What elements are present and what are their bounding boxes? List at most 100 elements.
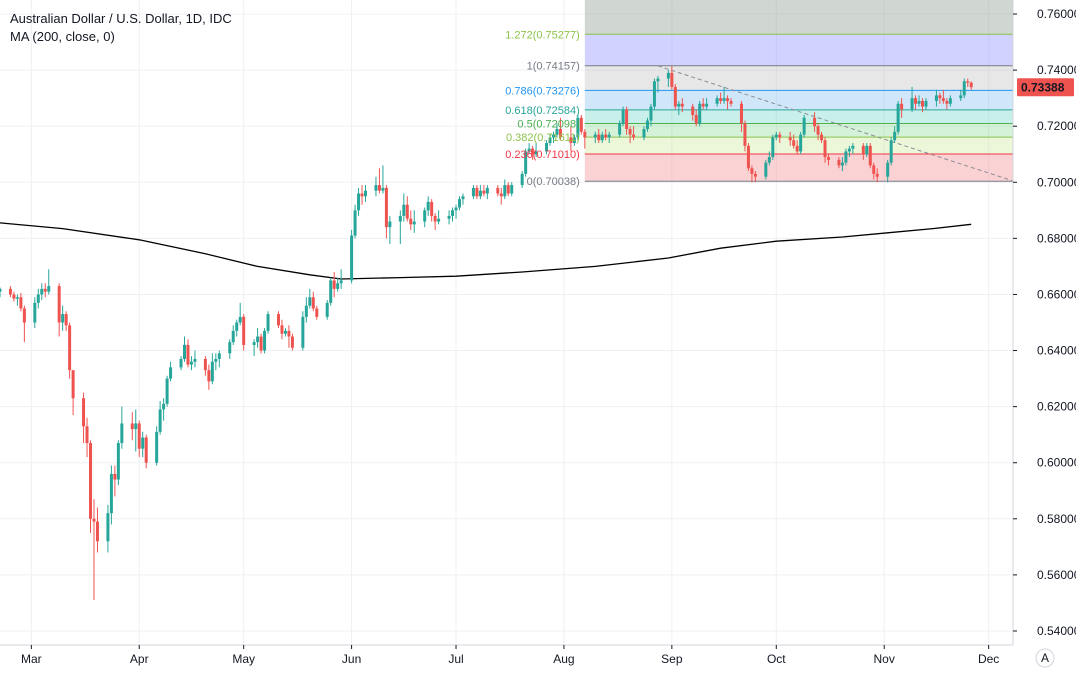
candle-body bbox=[89, 443, 93, 519]
candle-body bbox=[844, 151, 848, 163]
candle bbox=[461, 193, 465, 205]
fibonacci-retracement[interactable] bbox=[584, 0, 1014, 182]
candle bbox=[384, 185, 388, 239]
candle bbox=[621, 106, 625, 127]
ma-200-line bbox=[0, 222, 972, 280]
candle-body bbox=[308, 297, 312, 306]
candle bbox=[47, 269, 51, 295]
candle-body bbox=[802, 117, 806, 135]
candle bbox=[276, 311, 280, 329]
time-tick-label: Aug bbox=[553, 652, 574, 666]
candle-body bbox=[597, 134, 601, 141]
candle bbox=[729, 98, 733, 107]
candle bbox=[12, 291, 16, 302]
candle bbox=[698, 100, 702, 127]
candle bbox=[357, 187, 361, 216]
candle-body bbox=[471, 187, 475, 197]
candle bbox=[169, 361, 173, 382]
candle-body bbox=[398, 215, 402, 222]
candle-body bbox=[694, 114, 698, 124]
candle bbox=[113, 465, 117, 497]
candle bbox=[433, 213, 437, 230]
candle-body bbox=[816, 126, 820, 135]
candle-body bbox=[545, 143, 549, 152]
candle bbox=[189, 356, 193, 371]
candle-body bbox=[705, 103, 709, 107]
candle bbox=[301, 311, 305, 351]
candle-body bbox=[827, 157, 831, 160]
candle bbox=[106, 504, 110, 553]
candle-body bbox=[924, 100, 928, 107]
fib-level-label: 0.786(0.73276) bbox=[505, 85, 580, 97]
time-axis[interactable]: Mar Apr May Jun Jul Aug Sep Oct Nov Dec bbox=[0, 644, 1013, 666]
candle-body bbox=[353, 210, 357, 236]
last-price-label: 0.73388 bbox=[1021, 80, 1065, 94]
candle bbox=[917, 95, 921, 107]
candle-body bbox=[914, 98, 918, 104]
candle bbox=[618, 120, 622, 138]
candle bbox=[649, 103, 653, 127]
candle bbox=[572, 134, 576, 146]
candle bbox=[868, 143, 872, 169]
candle-body bbox=[726, 98, 730, 101]
candle-body bbox=[228, 342, 232, 354]
candle-body bbox=[478, 190, 482, 197]
candle bbox=[865, 143, 869, 158]
auto-scale-button[interactable]: A bbox=[1035, 648, 1055, 668]
candle-body bbox=[451, 210, 455, 216]
candle-body bbox=[840, 162, 844, 166]
candle bbox=[820, 131, 824, 144]
candle-body bbox=[642, 129, 646, 138]
candle bbox=[799, 131, 803, 155]
candlestick-series bbox=[0, 65, 973, 601]
candle bbox=[485, 185, 489, 200]
candle bbox=[593, 131, 597, 144]
candle bbox=[109, 465, 113, 525]
candle bbox=[482, 185, 486, 197]
candle-body bbox=[437, 218, 441, 222]
candle bbox=[837, 157, 841, 169]
candle-body bbox=[691, 106, 695, 115]
candle bbox=[673, 84, 677, 110]
candle bbox=[263, 328, 267, 354]
candle-body bbox=[155, 431, 159, 463]
chart-legend: Australian Dollar / U.S. Dollar, 1D, IDC… bbox=[10, 10, 232, 46]
candle bbox=[966, 78, 970, 87]
fib-zone bbox=[584, 34, 1013, 66]
candle bbox=[71, 370, 75, 416]
time-tick-label: Apr bbox=[130, 652, 149, 666]
fib-level-label: 1.272(0.75277) bbox=[505, 29, 580, 41]
candle-body bbox=[402, 204, 406, 216]
candle-body bbox=[764, 162, 768, 177]
candle bbox=[934, 89, 938, 107]
candle-body bbox=[677, 103, 681, 107]
candle-body bbox=[506, 185, 510, 194]
candle bbox=[134, 409, 138, 452]
candle bbox=[962, 78, 966, 99]
candle-body bbox=[889, 140, 893, 163]
candle-body bbox=[910, 98, 914, 110]
candle-body bbox=[607, 134, 611, 138]
candle-body bbox=[649, 106, 653, 121]
candle bbox=[15, 294, 19, 306]
candle-body bbox=[207, 370, 211, 382]
candle-body bbox=[231, 330, 235, 343]
candle-body bbox=[604, 134, 608, 138]
candle bbox=[719, 92, 723, 104]
candle-body bbox=[36, 294, 40, 303]
candle bbox=[534, 143, 538, 158]
candle-body bbox=[336, 283, 340, 289]
candle-body bbox=[0, 288, 2, 292]
candle-body bbox=[242, 316, 246, 345]
candle-body bbox=[85, 426, 89, 444]
candle-body bbox=[520, 173, 524, 186]
candle-body bbox=[374, 185, 378, 191]
candle bbox=[583, 129, 587, 149]
candle-body bbox=[43, 288, 47, 292]
candle bbox=[43, 283, 47, 298]
